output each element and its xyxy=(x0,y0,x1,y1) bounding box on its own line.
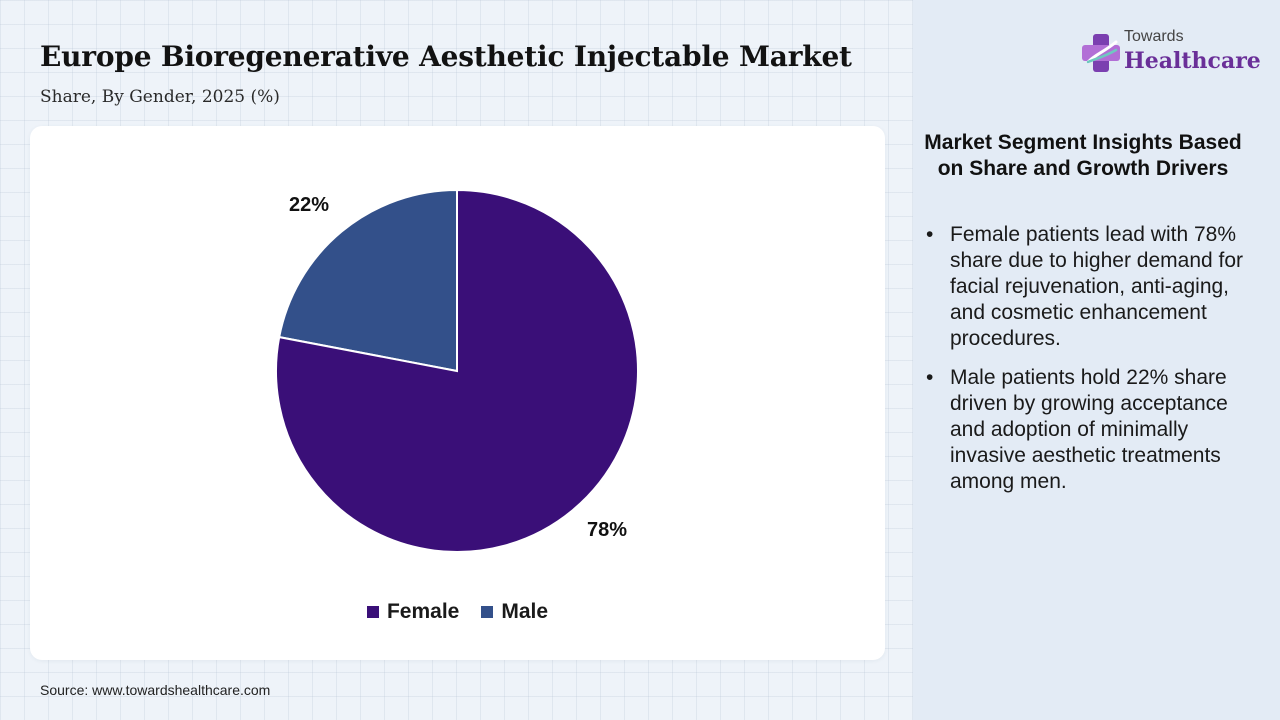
legend-item-male: Male xyxy=(481,600,548,624)
legend-swatch-male xyxy=(481,606,494,618)
insight-item-female: Female patients lead with 78% share due … xyxy=(924,222,1250,352)
pie-slice-male xyxy=(278,188,458,373)
page-title: Europe Bioregenerative Aesthetic Injecta… xyxy=(40,40,852,73)
pie-slice-female xyxy=(275,188,639,553)
medical-cross-icon xyxy=(1082,34,1120,72)
page-subtitle: Share, By Gender, 2025 (%) xyxy=(40,87,280,107)
insights-panel-background xyxy=(913,0,1280,720)
source-note: Source: www.towardshealthcare.com xyxy=(40,682,271,698)
data-label-female: 78% xyxy=(587,519,627,541)
pie-chart: 78% 22% xyxy=(275,188,639,553)
logo-text-bottom: Healthcare xyxy=(1124,48,1261,74)
legend-label-male: Male xyxy=(501,600,549,623)
data-label-male: 22% xyxy=(289,194,329,216)
chart-card: 78% 22% Female Male xyxy=(30,126,885,660)
insight-item-male: Male patients hold 22% share driven by g… xyxy=(924,365,1250,495)
chart-legend: Female Male xyxy=(30,600,885,624)
insights-list: Female patients lead with 78% share due … xyxy=(924,222,1250,508)
insights-title: Market Segment Insights Based on Share a… xyxy=(924,131,1242,180)
legend-swatch-female xyxy=(366,606,379,618)
legend-label-female: Female xyxy=(386,600,460,623)
legend-item-female: Female xyxy=(366,600,460,624)
logo-text-top: Towards xyxy=(1124,28,1184,45)
towards-healthcare-logo: Towards Healthcare xyxy=(1080,28,1261,78)
